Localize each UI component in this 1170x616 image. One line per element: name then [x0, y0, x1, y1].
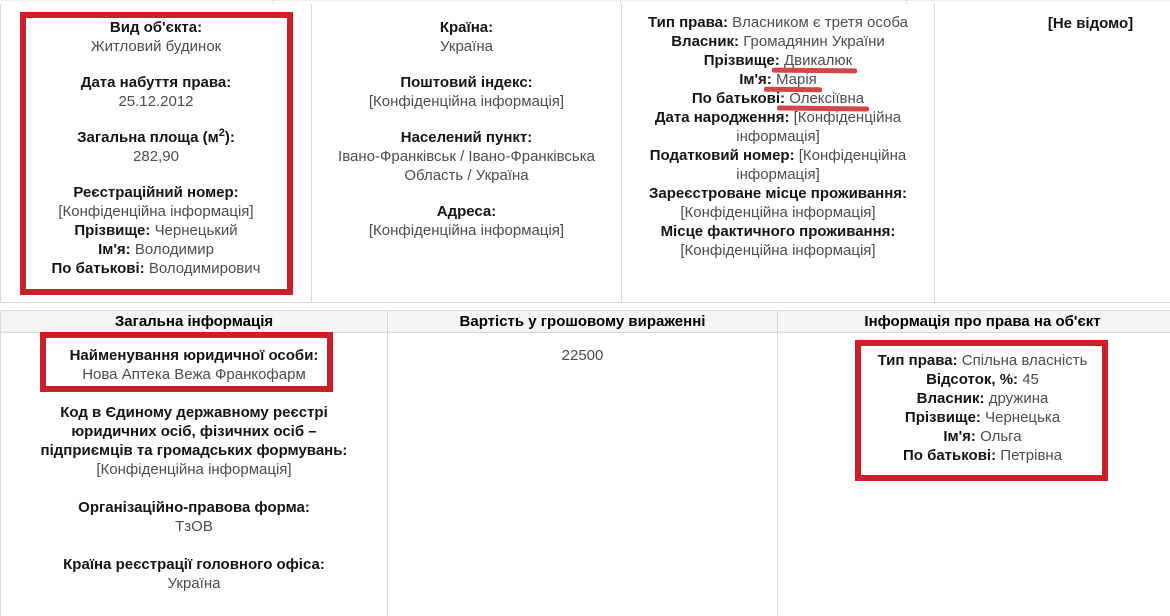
field-value: ТзОВ [175, 518, 213, 535]
field-head-office-country: Країна реєстрації головного офіса: Украї… [9, 555, 379, 593]
header-object-rights: Інформація про права на об'єкт [778, 311, 1170, 332]
field-value: 282,90 [133, 148, 179, 165]
field-value: [Конфіденційна інформація] [96, 461, 292, 478]
field-name: Ім'я: Ольга [943, 428, 1022, 445]
field-value: Україна [440, 38, 493, 55]
field-label: Поштовий індекс: [400, 74, 533, 91]
annotated-value-underline: Двикалюк [783, 52, 853, 69]
field-label: Реєстраційний номер: [73, 184, 239, 201]
field-percent: Відсоток, %: 45 [926, 371, 1039, 388]
general-info-cell: Найменування юридичної особи: Нова Аптек… [0, 333, 388, 616]
field-patronymic: По батькові: Петрівна [902, 447, 1063, 464]
field-settlement: Населений пункт: Івано-Франківськ / Іван… [318, 128, 615, 185]
field-surname: Прізвище: Чернецький [74, 222, 238, 239]
field-owner: Власник: дружина [916, 390, 1049, 407]
table-border-tick [906, 1, 907, 4]
field-address: Адреса: [Конфіденційна інформація] [318, 202, 615, 240]
field-object-type: Вид об'єкта: Житловий будинок [7, 18, 305, 56]
table-body-row: Найменування юридичної особи: Нова Аптек… [0, 333, 1170, 616]
field-actual-residence: Місце фактичного проживання: [Конфіденці… [660, 223, 896, 259]
field-acquisition-date: Дата набуття права: 25.12.2012 [7, 73, 305, 111]
annotated-value-underline: Марія [775, 71, 817, 88]
field-label: Країна реєстрації головного офіса: [63, 556, 325, 573]
field-postal-code: Поштовий індекс: [Конфіденційна інформац… [318, 73, 615, 111]
field-label: Дата набуття права: [80, 74, 232, 91]
field-value: Житловий будинок [90, 38, 222, 55]
field-registration-number: Реєстраційний номер: [Конфіденційна інфо… [7, 183, 305, 221]
unknown-value: [Не відомо] [1047, 15, 1134, 32]
table-border-tick [620, 1, 621, 4]
truncated-next-field-label: Д [9, 612, 379, 616]
field-label: Населений пункт: [400, 129, 533, 146]
field-value: Україна [167, 575, 221, 592]
field-value: 25.12.2012 [118, 93, 194, 110]
field-label: Вид об'єкта: [109, 19, 203, 36]
field-label: Організаційно-правова форма: [78, 499, 310, 516]
superscript: 2 [218, 127, 225, 139]
field-value: Нова Аптека Вежа Франкофарм [82, 366, 306, 383]
monetary-value: 22500 [561, 347, 604, 364]
field-owner: Власник: Громадянин України [671, 33, 885, 50]
unknown-info-cell: [Не відомо] [935, 4, 1170, 303]
field-name: Ім'я: Володимир [98, 241, 214, 258]
field-registry-code: Код в Єдиному державному реєстрі юридичн… [9, 403, 379, 479]
monetary-value-cell: 22500 [388, 333, 778, 616]
field-legal-entity-name: Найменування юридичної особи: Нова Аптек… [9, 346, 379, 384]
object-info-cell: Вид об'єкта: Житловий будинок Дата набут… [0, 4, 312, 303]
field-label: Найменування юридичної особи: [69, 347, 319, 364]
field-label: Адреса: [436, 203, 497, 220]
field-value: [Конфіденційна інформація] [368, 93, 565, 110]
header-monetary-value: Вартість у грошовому вираженні [388, 311, 778, 332]
field-surname: Прізвище: Двикалюк [703, 52, 853, 69]
field-birth-date: Дата народження: [Конфіденційна інформац… [654, 109, 902, 145]
header-general-info: Загальна інформація [0, 311, 388, 332]
table-border-tick [273, 1, 274, 4]
field-value: [Конфіденційна інформація] [368, 222, 565, 239]
field-right-type: Тип права: Власником є третя особа [648, 14, 908, 31]
field-right-type: Тип права: Спільна власність [877, 352, 1088, 369]
location-info-cell: Країна: Україна Поштовий індекс: [Конфід… [312, 4, 622, 303]
field-surname: Прізвище: Чернецька [904, 409, 1061, 426]
annotated-value-underline: Олексіївна [789, 90, 865, 107]
property-details-table: Вид об'єкта: Житловий будинок Дата набут… [0, 4, 1170, 303]
field-name: Ім'я: Марія [739, 71, 817, 88]
field-patronymic: По батькові: Олексіївна [691, 90, 865, 107]
field-label: Країна: [439, 19, 494, 36]
field-value: [Конфіденційна інформація] [58, 203, 254, 220]
object-rights-cell: Тип права: Спільна власність Відсоток, %… [778, 333, 1170, 616]
field-tax-number: Податковий номер: [Конфіденційна інформа… [649, 147, 907, 183]
field-label: Загальна площа (м2): [77, 127, 235, 147]
field-patronymic: По батькові: Володимирович [51, 260, 261, 277]
field-label: Код в Єдиному державному реєстрі юридичн… [40, 404, 348, 459]
rights-info-cell: Тип права: Власником є третя особа Власн… [622, 4, 935, 303]
field-legal-form: Організаційно-правова форма: ТзОВ [9, 498, 379, 536]
field-total-area: Загальна площа (м2): 282,90 [7, 128, 305, 166]
field-registered-residence: Зареєстроване місце проживання: [Конфіде… [648, 185, 908, 221]
field-value: Івано-Франківськ / Івано-Франківська Обл… [338, 148, 595, 184]
legal-entity-table: Загальна інформація Вартість у грошовому… [0, 310, 1170, 616]
table-header-row: Загальна інформація Вартість у грошовому… [0, 310, 1170, 333]
field-country: Країна: Україна [318, 18, 615, 56]
